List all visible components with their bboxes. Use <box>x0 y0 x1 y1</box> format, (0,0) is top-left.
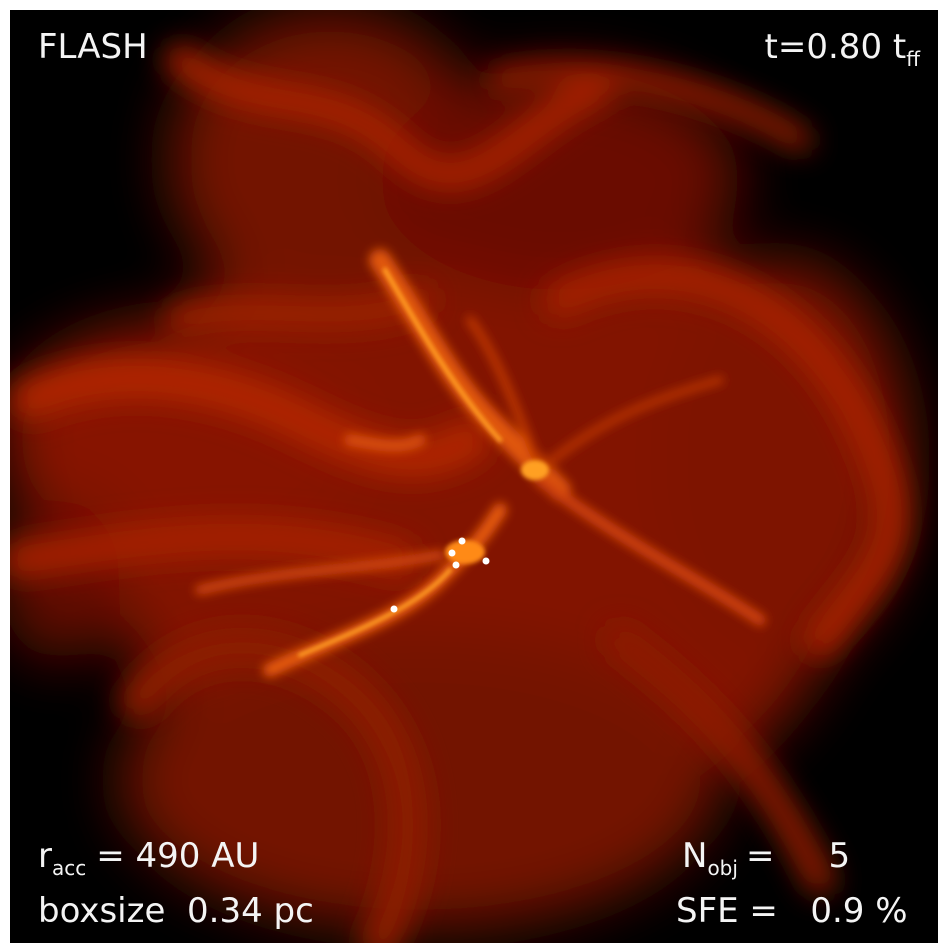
sink-particle <box>391 606 398 613</box>
boxsize-label: boxsize 0.34 pc <box>38 891 314 931</box>
racc-symbol: r <box>38 836 52 876</box>
time-text: t=0.80 t <box>765 27 907 67</box>
nobj-label: Nobj = 5 <box>682 836 850 880</box>
nobj-subscript: obj <box>707 856 738 880</box>
sink-particle <box>483 558 490 565</box>
simulation-image: FLASH t=0.80 tff racc = 490 AU boxsize 0.… <box>0 0 938 943</box>
code-label: FLASH <box>38 27 148 67</box>
sfe-label: SFE = 0.9 % <box>676 891 908 931</box>
racc-value: = 490 AU <box>96 836 259 876</box>
time-label: t=0.80 tff <box>765 27 922 71</box>
sink-particle <box>449 550 456 557</box>
nobj-symbol: N <box>682 836 707 876</box>
sink-particle <box>459 538 466 545</box>
racc-subscript: acc <box>52 856 86 880</box>
time-subscript: ff <box>906 47 921 71</box>
page: FLASH t=0.80 tff racc = 490 AU boxsize 0.… <box>0 0 938 943</box>
nobj-value: = 5 <box>746 836 850 876</box>
sink-particle <box>453 562 460 569</box>
